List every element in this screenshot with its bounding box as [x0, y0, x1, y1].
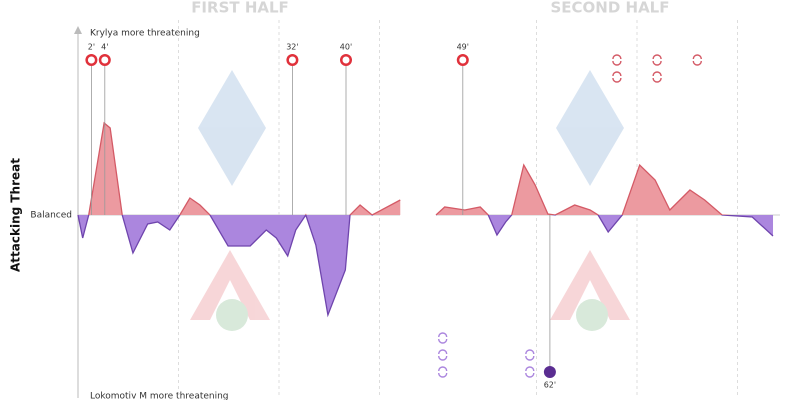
- sub-icon: [525, 366, 535, 378]
- away-line: [77, 215, 374, 318]
- sub-icon: [692, 54, 702, 66]
- sub-arrow: [525, 355, 535, 361]
- sub-arrow: [438, 338, 448, 344]
- sub-arrow: [652, 77, 662, 83]
- sub-arrow: [438, 355, 448, 361]
- half-title: FIRST HALF: [191, 0, 289, 17]
- baseline-label: Balanced: [30, 211, 72, 221]
- goal-ball: [87, 56, 95, 64]
- sub-icon: [612, 54, 622, 66]
- goal-label: 62': [544, 381, 556, 390]
- sub-arrow: [692, 54, 702, 60]
- home-line: [435, 163, 732, 215]
- sub-icon: [652, 54, 662, 66]
- sub-icon: [525, 349, 535, 361]
- goal-label: 40': [340, 43, 352, 52]
- goal-label: 2': [88, 43, 95, 52]
- bottom-label: Lokomotiv M more threatening: [90, 392, 229, 400]
- sub-arrow: [612, 60, 622, 66]
- sub-icon: [652, 71, 662, 83]
- sub-arrow: [612, 54, 622, 60]
- away-area: [78, 215, 401, 315]
- sub-arrow: [438, 372, 448, 378]
- sub-arrow: [525, 372, 535, 378]
- sub-icon: [438, 366, 448, 378]
- sub-arrow: [438, 349, 448, 355]
- goal-label: 4': [101, 43, 108, 52]
- goal-ball: [101, 56, 109, 64]
- home-line: [78, 121, 401, 215]
- goal-ball: [288, 56, 296, 64]
- away-line: [436, 215, 774, 237]
- sub-arrow: [438, 366, 448, 372]
- home-area: [436, 165, 774, 215]
- top-label: Krylya more threatening: [90, 29, 200, 39]
- arrow-up: [74, 26, 82, 34]
- sub-arrow: [525, 366, 535, 372]
- sub-icon: [612, 71, 622, 83]
- sub-arrow: [652, 60, 662, 66]
- goal-icon: [543, 366, 556, 378]
- sub-icon: [438, 349, 448, 361]
- goal-label: 32': [286, 43, 298, 52]
- sub-arrow: [692, 60, 702, 66]
- sub-icon: [438, 332, 448, 344]
- sub-arrow: [438, 332, 448, 338]
- sub-arrow: [612, 71, 622, 77]
- goal-label: 49': [457, 43, 469, 52]
- sub-arrow: [525, 349, 535, 355]
- sub-arrow: [652, 71, 662, 77]
- watermarks: [190, 70, 630, 331]
- goal-ball: [459, 56, 467, 64]
- sub-arrow: [612, 77, 622, 83]
- y-axis-title: Attacking Threat: [9, 158, 23, 272]
- half-title: SECOND HALF: [550, 0, 669, 17]
- sub-arrow: [652, 54, 662, 60]
- goal-ball: [342, 56, 350, 64]
